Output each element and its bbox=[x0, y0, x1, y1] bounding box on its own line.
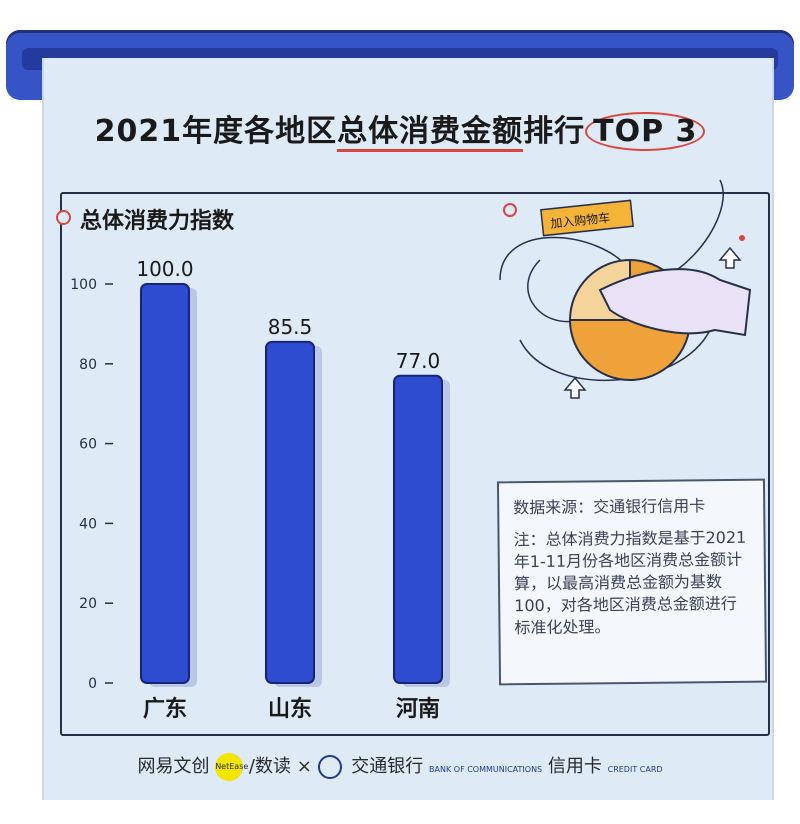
bullet-icon bbox=[56, 210, 71, 225]
hand-icon bbox=[598, 268, 752, 337]
arrow-up-icon bbox=[563, 246, 742, 399]
title-prefix: 2021年度各地区 bbox=[94, 114, 338, 149]
bar-value-label: 85.5 bbox=[268, 315, 313, 339]
cart-tag-icon: 加入购物车 bbox=[540, 199, 634, 237]
y-tick-label: 100 bbox=[70, 277, 97, 293]
card-name-en: CREDIT CARD bbox=[607, 765, 663, 774]
bar bbox=[140, 283, 190, 684]
bar bbox=[265, 340, 315, 684]
netease-logo-icon: NetEase bbox=[215, 753, 248, 781]
title-underlined: 总体消费金额 bbox=[337, 114, 524, 152]
category-label: 广东 bbox=[143, 696, 187, 722]
cart-tag-text: 加入购物车 bbox=[550, 210, 611, 231]
bar bbox=[393, 374, 443, 684]
page-title: 2021年度各地区总体消费金额排行 TOP 3 bbox=[0, 106, 800, 152]
cross-mark: × bbox=[296, 756, 312, 777]
sparkle-icon bbox=[503, 203, 745, 241]
chart-title: 总体消费力指数 bbox=[80, 209, 235, 234]
y-tick-label: 60 bbox=[79, 437, 97, 453]
bar-value-label: 77.0 bbox=[396, 349, 441, 373]
bank-logo-icon bbox=[317, 755, 342, 779]
y-tick-label: 20 bbox=[79, 596, 97, 612]
source-text: 数据来源：交通银行信用卡 bbox=[513, 496, 706, 518]
category-label: 山东 bbox=[268, 696, 312, 722]
y-tick-label: 80 bbox=[79, 357, 97, 373]
source-note-card: 数据来源：交通银行信用卡 注：总体消费力指数是基于2021年1-11月份各地区消… bbox=[496, 478, 768, 686]
bank-name: 交通银行 bbox=[351, 756, 424, 777]
shopping-illustration: 加入购物车 bbox=[499, 179, 752, 399]
bank-name-en: BANK OF COMMUNICATIONS bbox=[429, 765, 543, 774]
footer: 网易文创 NetEase /数读 × 交通银行 BANK OF COMMUNIC… bbox=[0, 752, 800, 781]
title-middle: 排行 bbox=[523, 114, 586, 149]
remark-text: 注：总体消费力指数是基于2021年1-11月份各地区消费总金额计算，以最高消费总… bbox=[513, 527, 747, 638]
brand-netease: 网易文创 bbox=[137, 756, 210, 777]
y-tick-label: 40 bbox=[79, 516, 97, 532]
category-label: 河南 bbox=[396, 697, 440, 722]
y-tick-label: 0 bbox=[88, 676, 97, 692]
title-circled: TOP 3 bbox=[585, 112, 706, 151]
chart-frame bbox=[60, 192, 770, 736]
brand-shudu: /数读 bbox=[248, 756, 291, 777]
bar-value-label: 100.0 bbox=[136, 257, 193, 281]
card-name: 信用卡 bbox=[547, 756, 602, 777]
